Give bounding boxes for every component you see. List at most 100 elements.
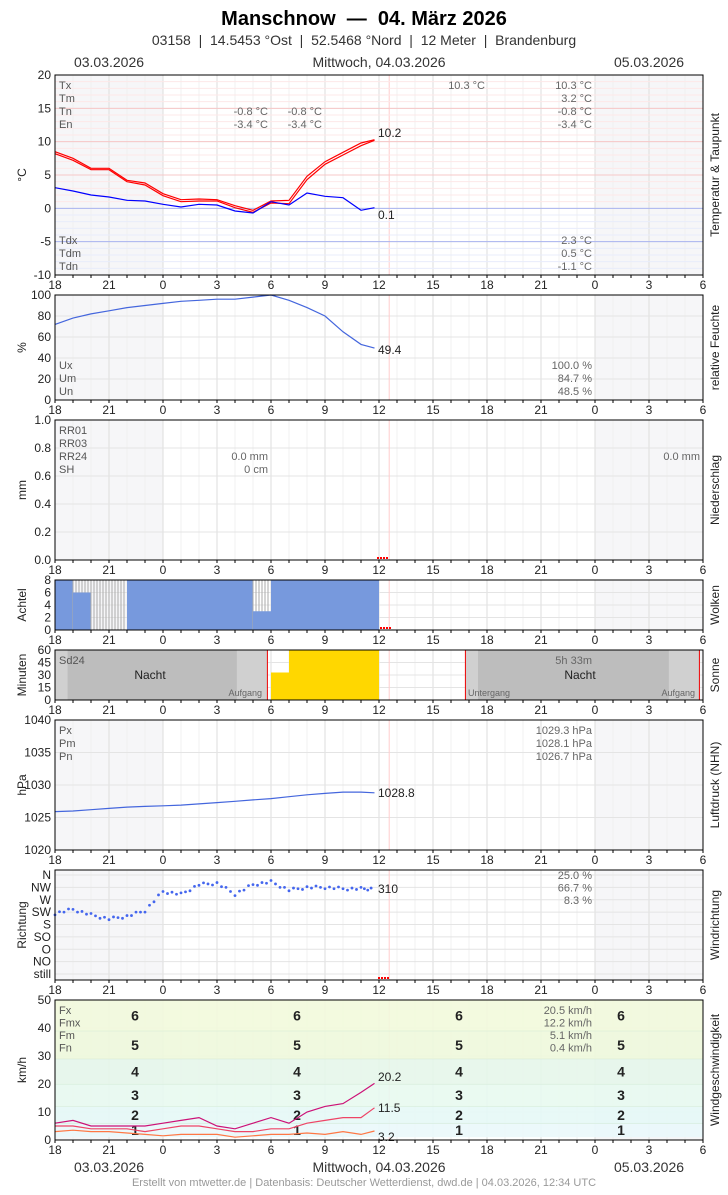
temp-xtick-label: 3 <box>214 278 221 292</box>
pressure-last-value: 1028.8 <box>378 786 415 800</box>
temp-legend-tdn: Tdn <box>59 261 78 273</box>
beaufort-band-3 <box>55 1084 703 1107</box>
cloud-bar <box>235 580 253 630</box>
winddir-ytick-label: SW <box>32 905 52 919</box>
wind-xtick-label: 3 <box>646 1143 653 1157</box>
winddir-point <box>305 885 309 889</box>
winddir-point <box>274 882 277 886</box>
temp-ytick-label: 0 <box>44 201 51 215</box>
humidity-axis-label: % <box>15 342 29 353</box>
humidity-legend-ux: Ux <box>59 360 73 372</box>
humidity-side-title: relative Feuchte <box>708 304 722 390</box>
cloud-bar <box>199 580 217 630</box>
pressure-ytick-label: 1025 <box>24 811 51 825</box>
precip-ytick-label: 0.6 <box>34 469 51 483</box>
clouds-xtick-label: 0 <box>160 633 167 647</box>
sun-night-shade <box>67 650 237 700</box>
winddir-xtick-label: 0 <box>160 983 167 997</box>
beaufort-label: 1 <box>455 1122 463 1138</box>
temp-series-tx <box>54 139 375 211</box>
winddir-point <box>170 890 174 894</box>
winddir-ytick-label: N <box>42 868 51 882</box>
precip-xtick-label: 0 <box>160 563 167 577</box>
humidity-ytick-label: 0 <box>44 393 51 407</box>
precip-xtick-label: 6 <box>700 563 707 577</box>
winddir-point <box>292 886 295 890</box>
pressure-xtick-label: 0 <box>160 853 167 867</box>
wind-stat-value: 20.5 km/h <box>544 1005 592 1017</box>
humidity-xtick-label: 12 <box>372 403 386 417</box>
cloud-bar <box>55 580 73 630</box>
sun-ytick-label: 60 <box>38 643 52 657</box>
winddir-ytick-label: O <box>42 942 51 956</box>
wind-xtick-label: 18 <box>480 1143 494 1157</box>
cloud-bar <box>343 580 361 630</box>
cloud-bar <box>325 580 343 630</box>
humidity-xtick-label: 18 <box>480 403 494 417</box>
pressure-xtick-label: 3 <box>214 853 221 867</box>
temp-series-tm <box>54 139 375 213</box>
sun-xtick-label: 6 <box>700 703 707 717</box>
cloud-bar <box>361 580 379 630</box>
cloud-bar <box>253 611 271 630</box>
winddir-point <box>247 884 250 888</box>
sunshine-bar <box>271 672 289 700</box>
precip-xtick-label: 15 <box>426 563 440 577</box>
night-label: Nacht <box>564 668 596 682</box>
humidity-xtick-label: 21 <box>534 403 548 417</box>
precip-legend-sh: SH <box>59 464 74 476</box>
wind-series-fn <box>54 1129 375 1138</box>
humidity-ytick-label: 100 <box>31 288 51 302</box>
temp-xtick-label: 18 <box>48 278 62 292</box>
cloud-bar <box>181 580 199 630</box>
sun-ytick-label: 30 <box>38 668 52 682</box>
temp-xtick-label: 12 <box>372 278 386 292</box>
precip-xtick-label: 3 <box>214 563 221 577</box>
winddir-point <box>323 887 327 891</box>
sun-frame <box>54 649 704 701</box>
humidity-xtick-label: 21 <box>102 403 116 417</box>
wind-xtick-label: 21 <box>534 1143 548 1157</box>
pressure-xtick-label: 12 <box>372 853 386 867</box>
pressure-ytick-label: 1020 <box>24 843 51 857</box>
precip-xtick-label: 9 <box>322 563 329 577</box>
winddir-point <box>369 886 373 890</box>
winddir-point <box>107 918 111 922</box>
temp-xtick-label: 9 <box>322 278 329 292</box>
winddir-point <box>179 891 183 895</box>
cloud-bar <box>73 592 91 630</box>
sun-xtick-label: 3 <box>214 703 221 717</box>
winddir-xtick-label: 0 <box>592 983 599 997</box>
cloud-bar <box>217 580 235 630</box>
winddir-now-marker <box>378 977 380 979</box>
winddir-side-title: Windrichtung <box>708 890 722 960</box>
humidity-ytick-label: 40 <box>38 351 52 365</box>
precip-ytick-label: 0.2 <box>34 525 51 539</box>
beaufort-label: 2 <box>455 1107 463 1123</box>
temp-stat-value: -3.4 °C <box>288 119 322 131</box>
cloud-bar <box>163 580 181 630</box>
temp-xtick-label: 0 <box>592 278 599 292</box>
wind-xtick-label: 9 <box>322 1143 329 1157</box>
humidity-legend-un: Un <box>59 386 73 398</box>
cloud-bar <box>127 580 145 630</box>
clouds-xtick-label: 18 <box>48 633 62 647</box>
winddir-point <box>152 900 156 904</box>
pressure-legend-pn: Pn <box>59 751 72 763</box>
winddir-point <box>76 910 79 914</box>
temp-stat-value: 3.2 °C <box>561 93 592 105</box>
sun-ytick-label: 45 <box>38 656 52 670</box>
temp-frame <box>54 74 704 276</box>
precip-xtick-label: 12 <box>372 563 386 577</box>
sunshine-bar <box>343 650 361 700</box>
humidity-xtick-label: 3 <box>214 403 221 417</box>
temp-stat-value: 2.3 °C <box>561 235 592 247</box>
pressure-xtick-label: 6 <box>700 853 707 867</box>
winddir-point <box>265 881 268 885</box>
winddir-point <box>301 888 304 891</box>
winddir-point <box>80 910 84 913</box>
night-label: Nacht <box>134 668 166 682</box>
clouds-now-marker <box>380 627 382 629</box>
pressure-series <box>54 791 375 813</box>
temp-xtick-label: 18 <box>480 278 494 292</box>
